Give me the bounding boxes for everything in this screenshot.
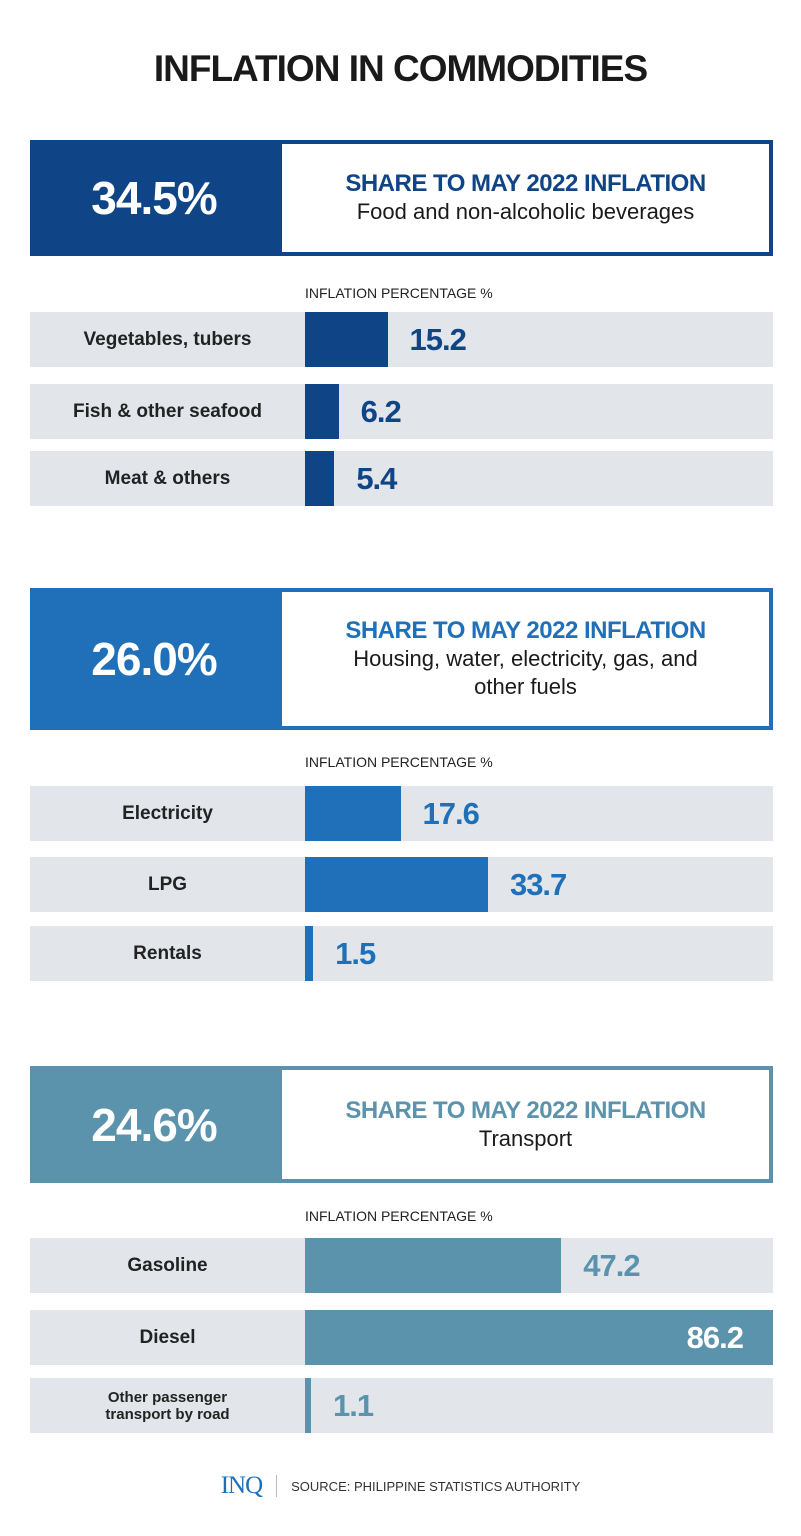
chart-section-1: 34.5% SHARE TO MAY 2022 INFLATION Food a… <box>30 140 773 506</box>
divider <box>276 1475 278 1497</box>
bar-value-label: 17.6 <box>422 795 480 831</box>
share-value: 34.5% <box>30 140 278 256</box>
bar-value-label: 86.2 <box>686 1319 744 1355</box>
chart-section-2: 26.0% SHARE TO MAY 2022 INFLATION Housin… <box>30 588 773 981</box>
footer: INQ SOURCE: PHILIPPINE STATISTICS AUTHOR… <box>0 1472 801 1500</box>
bar-category-label: Other passenger transport by road <box>105 1388 230 1423</box>
infographic-title: INFLATION IN COMMODITIES <box>153 48 648 89</box>
share-header: 24.6% SHARE TO MAY 2022 INFLATION Transp… <box>30 1066 773 1183</box>
bar-category-label: LPG <box>147 874 188 895</box>
axis-label: INFLATION PERCENTAGE % <box>305 285 493 301</box>
bar-category-label: Diesel <box>139 1327 196 1348</box>
bar-row: Fish & other seafood 6.2 <box>30 384 773 439</box>
share-value: 24.6% <box>30 1066 278 1183</box>
share-box: SHARE TO MAY 2022 INFLATION Food and non… <box>278 140 773 256</box>
share-box: SHARE TO MAY 2022 INFLATION Transport <box>278 1066 773 1183</box>
share-heading: SHARE TO MAY 2022 INFLATION <box>345 1096 706 1124</box>
bar-category-label: Fish & other seafood <box>73 401 262 422</box>
bar <box>305 1238 562 1293</box>
share-box: SHARE TO MAY 2022 INFLATION Housing, wat… <box>278 588 773 730</box>
bar-value-label: 15.2 <box>409 321 467 357</box>
bar <box>305 857 488 912</box>
bar <box>305 1310 773 1365</box>
bar-row: Other passenger transport by road 1.1 <box>30 1378 773 1433</box>
commodity-category: Transport <box>478 1125 573 1151</box>
axis-label: INFLATION PERCENTAGE % <box>305 1208 493 1224</box>
share-header: 34.5% SHARE TO MAY 2022 INFLATION Food a… <box>30 140 773 256</box>
bar <box>305 786 401 841</box>
source-note: SOURCE: PHILIPPINE STATISTICS AUTHORITY <box>291 1478 581 1494</box>
bar-category-label: Meat & others <box>104 468 231 489</box>
bar <box>305 312 388 367</box>
share-heading: SHARE TO MAY 2022 INFLATION <box>345 617 706 644</box>
bar-category-label: Vegetables, tubers <box>83 329 252 350</box>
commodity-category: Housing, water, electricity, gas, and ot… <box>353 646 698 699</box>
inq-logo: INQ <box>220 1472 263 1499</box>
bar-row: Gasoline 47.2 <box>30 1238 773 1293</box>
bar-row: LPG 33.7 <box>30 857 773 912</box>
bar-value-label: 6.2 <box>360 393 402 429</box>
commodity-category: Food and non-alcoholic beverages <box>356 199 695 224</box>
bar-category-label: Rentals <box>133 943 202 964</box>
axis-label: INFLATION PERCENTAGE % <box>305 754 493 770</box>
bar-row: Diesel 86.2 <box>30 1310 773 1365</box>
bar-category-label: Electricity <box>122 803 213 824</box>
bar <box>305 451 335 506</box>
bar <box>305 1378 311 1433</box>
bar-row: Rentals 1.5 <box>30 926 773 981</box>
share-heading: SHARE TO MAY 2022 INFLATION <box>345 170 706 197</box>
chart-section-3: 24.6% SHARE TO MAY 2022 INFLATION Transp… <box>30 1066 773 1433</box>
bar-value-label: 5.4 <box>356 460 397 496</box>
bar-value-label: 47.2 <box>583 1247 640 1283</box>
bar-category-label: Gasoline <box>127 1255 208 1276</box>
bar <box>305 926 314 981</box>
bar-row: Electricity 17.6 <box>30 786 773 841</box>
bar-value-label: 33.7 <box>509 866 567 902</box>
share-value: 26.0% <box>30 588 278 730</box>
share-header: 26.0% SHARE TO MAY 2022 INFLATION Housin… <box>30 588 773 730</box>
bar-value-label: 1.5 <box>335 935 376 971</box>
bar-row: Vegetables, tubers 15.2 <box>30 312 773 367</box>
bar-row: Meat & others 5.4 <box>30 451 773 506</box>
bar <box>305 384 339 439</box>
bar-value-label: 1.1 <box>332 1387 374 1423</box>
